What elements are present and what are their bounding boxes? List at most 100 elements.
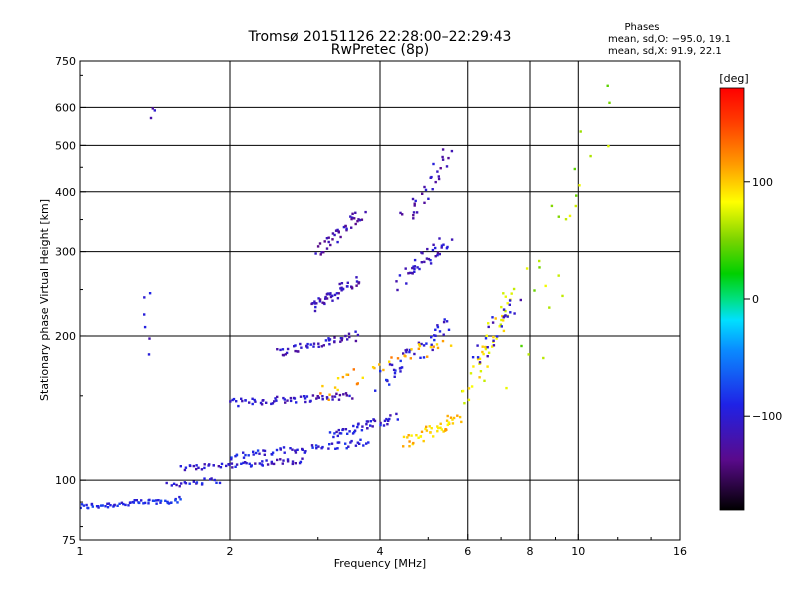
data-point: [176, 501, 179, 504]
data-point: [289, 399, 293, 403]
data-point: [404, 355, 407, 358]
data-point: [219, 466, 223, 469]
data-point: [502, 319, 505, 322]
data-point: [500, 305, 503, 309]
data-point: [291, 448, 294, 451]
data-point: [333, 395, 337, 398]
data-point: [284, 353, 287, 356]
data-point: [345, 447, 348, 450]
y-tick-label: 75: [62, 534, 76, 547]
data-point: [362, 444, 365, 447]
data-point: [311, 302, 314, 305]
data-point: [313, 302, 317, 305]
data-point: [429, 345, 433, 349]
data-point: [508, 299, 512, 302]
data-point: [313, 300, 316, 303]
data-point: [478, 376, 481, 379]
data-point: [329, 295, 333, 299]
data-point: [159, 501, 162, 504]
data-point: [341, 428, 344, 432]
data-point: [506, 302, 509, 305]
data-point: [276, 395, 279, 399]
data-point: [413, 352, 416, 356]
data-point: [282, 459, 285, 462]
data-point: [345, 227, 348, 230]
data-point: [404, 349, 407, 352]
data-point: [327, 398, 330, 401]
data-point: [398, 274, 402, 277]
data-point: [434, 334, 437, 337]
data-point: [361, 376, 364, 379]
data-point: [344, 392, 348, 395]
data-point: [364, 210, 367, 214]
data-point: [573, 167, 576, 171]
y-axis-ticks: 75 100 200 300 400 500 600 750: [55, 55, 86, 547]
data-point: [420, 342, 423, 346]
y-tick-label: 750: [55, 55, 76, 68]
data-point: [317, 345, 320, 348]
data-point: [209, 478, 212, 481]
data-point: [306, 342, 309, 346]
data-point: [451, 418, 454, 421]
data-point: [86, 506, 89, 510]
data-point: [470, 385, 474, 388]
data-point: [431, 188, 434, 191]
data-point: [411, 272, 414, 275]
data-point: [442, 320, 446, 324]
data-point: [606, 84, 609, 87]
data-point: [331, 232, 335, 235]
data-point: [484, 345, 487, 349]
data-point: [251, 397, 254, 400]
data-point: [286, 458, 290, 461]
data-point: [305, 395, 309, 398]
data-point: [272, 462, 276, 466]
data-point: [500, 325, 503, 328]
data-point: [312, 345, 315, 348]
data-point: [492, 339, 495, 342]
data-point: [271, 402, 275, 405]
data-point: [487, 325, 490, 329]
y-tick-label: 100: [55, 474, 76, 487]
data-point: [358, 219, 362, 222]
data-point: [318, 300, 322, 303]
data-point: [302, 395, 306, 398]
data-point: [328, 393, 331, 396]
data-point: [279, 458, 282, 461]
data-point: [444, 428, 447, 431]
data-point: [452, 416, 456, 420]
data-point: [178, 485, 181, 488]
data-point: [564, 218, 568, 221]
data-point: [348, 430, 351, 433]
data-point: [430, 336, 433, 339]
data-point: [229, 400, 232, 403]
data-point: [237, 404, 240, 408]
data-point: [412, 217, 415, 220]
data-point: [351, 216, 354, 219]
data-point: [333, 340, 336, 344]
data-point: [357, 281, 361, 284]
data-point: [485, 334, 488, 337]
data-point: [407, 434, 410, 437]
data-points: [79, 84, 611, 510]
data-point: [432, 162, 435, 166]
data-point: [301, 448, 304, 451]
data-point: [421, 192, 424, 195]
data-point: [327, 240, 330, 244]
data-point: [324, 297, 327, 300]
data-point: [188, 464, 192, 467]
data-point: [283, 451, 286, 454]
data-point: [335, 392, 338, 395]
data-point: [317, 297, 320, 300]
data-point: [192, 464, 195, 468]
data-point: [248, 462, 251, 465]
data-point: [438, 330, 442, 333]
data-point: [320, 345, 323, 348]
data-point: [337, 428, 340, 432]
phase-summary: Phases mean, sd,O: −95.0, 19.1 mean, sd,…: [608, 22, 731, 57]
data-point: [322, 251, 325, 254]
data-point: [122, 502, 125, 506]
data-point: [263, 449, 267, 453]
data-point: [299, 395, 303, 398]
data-point: [424, 427, 427, 431]
data-point: [296, 448, 299, 451]
